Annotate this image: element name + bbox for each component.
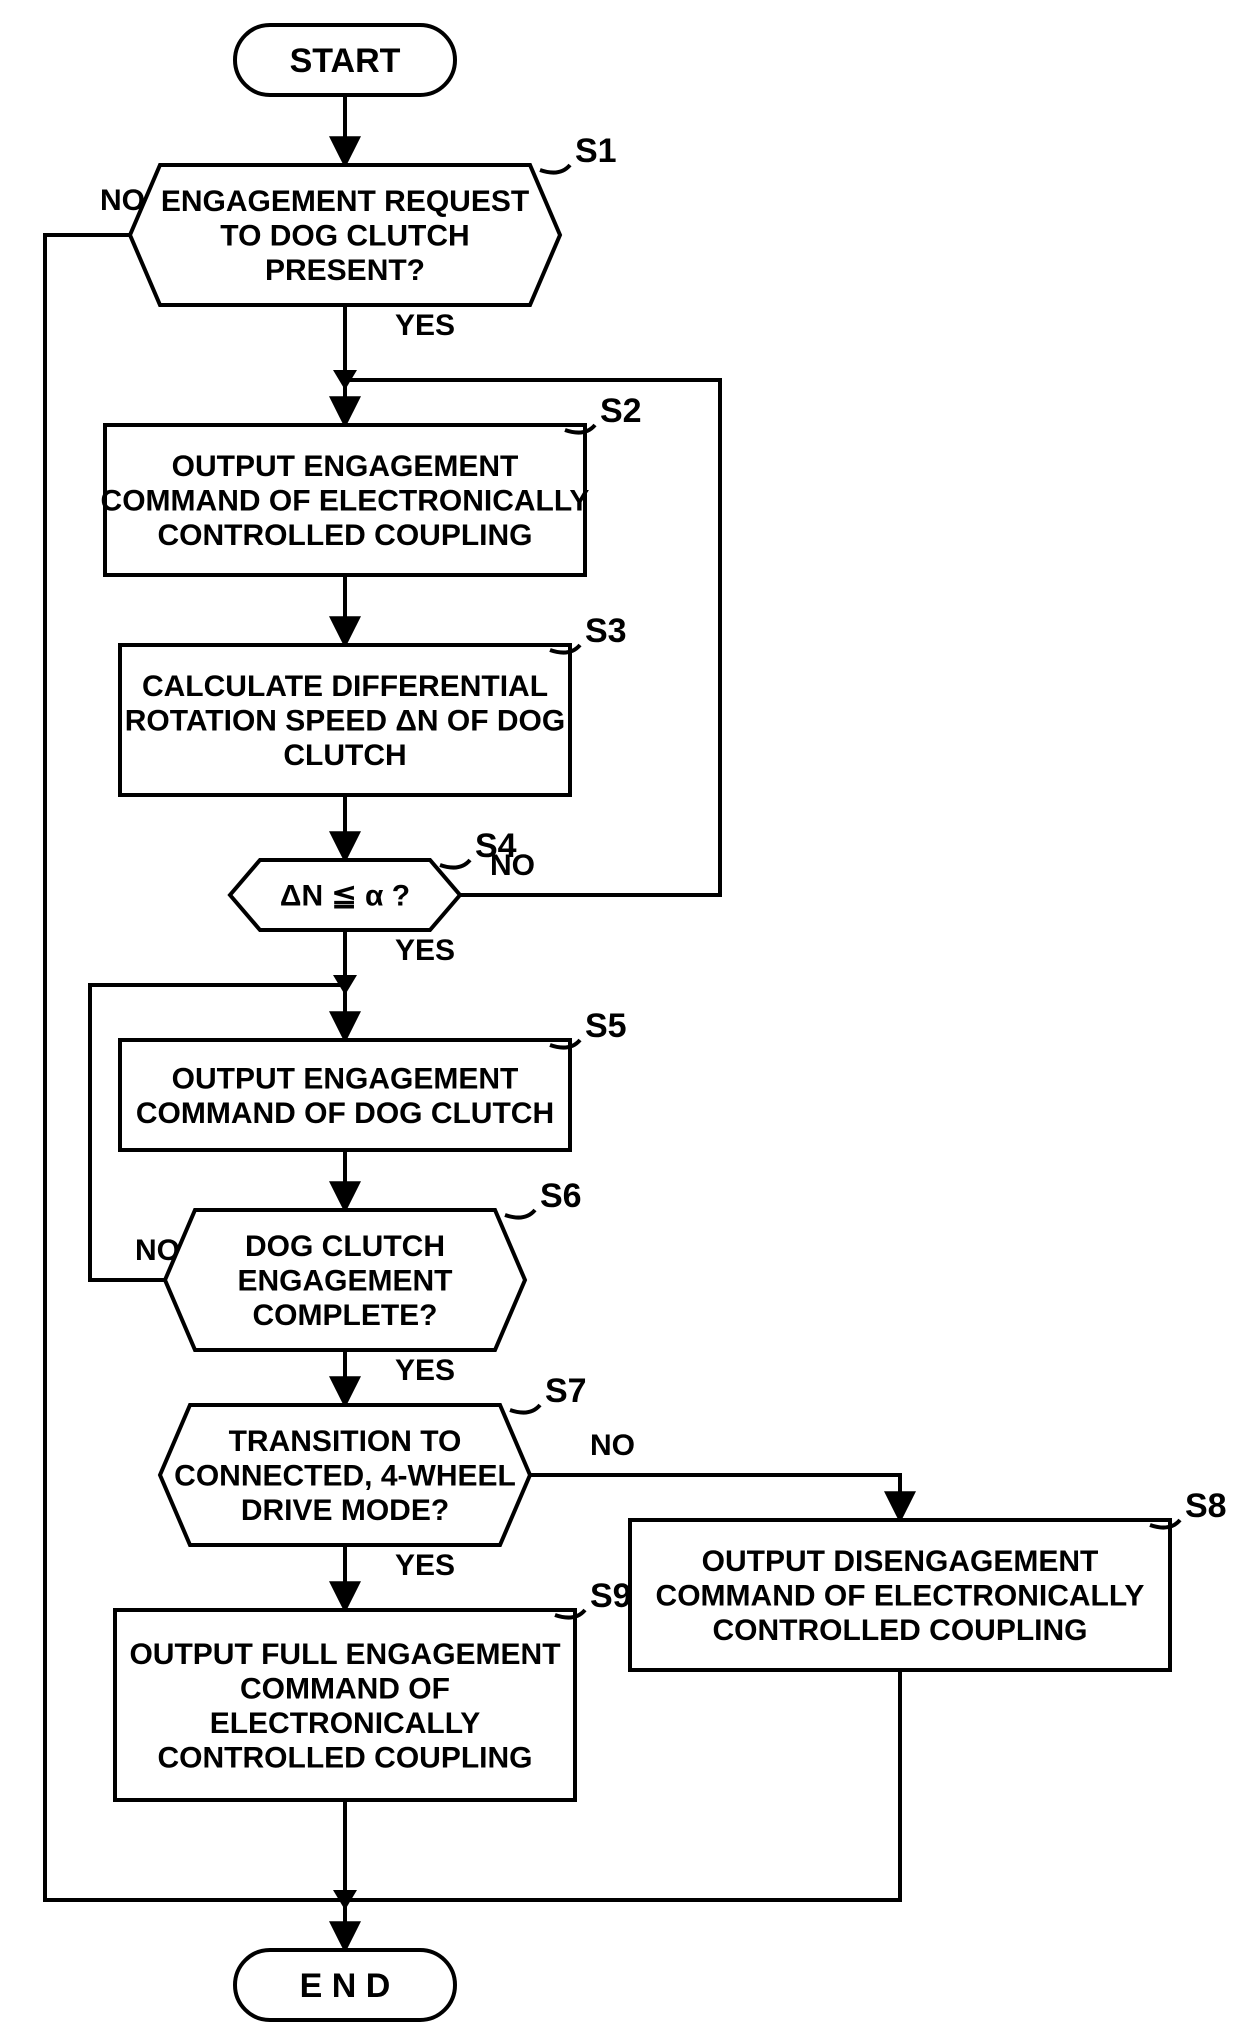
node-s1: ENGAGEMENT REQUESTTO DOG CLUTCHPRESENT? S… bbox=[130, 132, 617, 305]
step-label: S6 bbox=[540, 1177, 582, 1215]
node-text-line: COMMAND OF bbox=[240, 1672, 450, 1705]
node-text-line: OUTPUT DISENGAGEMENT bbox=[702, 1545, 1099, 1578]
node-text-line: ROTATION SPEED ΔN OF DOG bbox=[125, 705, 565, 738]
node-text-line: PRESENT? bbox=[265, 254, 425, 287]
edge-label: YES bbox=[395, 934, 455, 967]
step-label: S9 bbox=[590, 1577, 632, 1615]
step-label: S3 bbox=[585, 612, 627, 650]
node-text-line: CONTROLLED COUPLING bbox=[158, 519, 533, 552]
node-text-line: OUTPUT ENGAGEMENT bbox=[172, 1062, 519, 1095]
node-s7: TRANSITION TOCONNECTED, 4-WHEELDRIVE MOD… bbox=[160, 1372, 587, 1545]
nodes-group: START ENGAGEMENT REQUESTTO DOG CLUTCHPRES… bbox=[101, 25, 1227, 2020]
edge-label: NO bbox=[590, 1429, 635, 1462]
node-text-line: E N D bbox=[300, 1967, 391, 2005]
node-text-line: DOG CLUTCH bbox=[245, 1230, 445, 1263]
node-text-line: COMPLETE? bbox=[253, 1299, 438, 1332]
edge-label: YES bbox=[395, 1354, 455, 1387]
node-text-line: CLUTCH bbox=[283, 739, 406, 772]
node-start: START bbox=[235, 25, 455, 95]
node-s6: DOG CLUTCHENGAGEMENTCOMPLETE? S6 bbox=[165, 1177, 582, 1350]
step-leader bbox=[510, 1405, 540, 1413]
node-s3: CALCULATE DIFFERENTIALROTATION SPEED ΔN … bbox=[120, 612, 627, 795]
node-s2: OUTPUT ENGAGEMENTCOMMAND OF ELECTRONICAL… bbox=[101, 392, 642, 575]
step-label: S2 bbox=[600, 392, 642, 430]
step-leader bbox=[440, 860, 470, 868]
node-text-line: COMMAND OF ELECTRONICALLY bbox=[101, 485, 590, 518]
step-label: S1 bbox=[575, 132, 617, 170]
node-text-line: CONTROLLED COUPLING bbox=[713, 1614, 1088, 1647]
node-text-line: TO DOG CLUTCH bbox=[220, 220, 469, 253]
node-s9: OUTPUT FULL ENGAGEMENTCOMMAND OFELECTRON… bbox=[115, 1577, 632, 1800]
step-label: S8 bbox=[1185, 1487, 1227, 1525]
node-text-line: DRIVE MODE? bbox=[241, 1494, 449, 1527]
node-end: E N D bbox=[235, 1950, 455, 2020]
node-s4: ΔN ≦ α ? S4 bbox=[230, 827, 517, 930]
node-text-line: ΔN ≦ α ? bbox=[280, 880, 410, 913]
node-text-line: COMMAND OF DOG CLUTCH bbox=[136, 1097, 554, 1130]
node-text-line: TRANSITION TO bbox=[229, 1425, 462, 1458]
node-text-line: ELECTRONICALLY bbox=[210, 1707, 481, 1740]
node-text-line: START bbox=[290, 42, 401, 80]
edge-label: YES bbox=[395, 309, 455, 342]
node-text-line: OUTPUT FULL ENGAGEMENT bbox=[129, 1638, 560, 1671]
edge-label: YES bbox=[395, 1549, 455, 1582]
node-text-line: CONTROLLED COUPLING bbox=[158, 1741, 533, 1774]
step-label: S4 bbox=[475, 827, 517, 865]
node-text-line: ENGAGEMENT bbox=[237, 1265, 452, 1298]
node-text-line: ENGAGEMENT REQUEST bbox=[161, 185, 529, 218]
flow-edge bbox=[530, 1475, 900, 1520]
node-text-line: CALCULATE DIFFERENTIAL bbox=[142, 670, 548, 703]
node-text-line: COMMAND OF ELECTRONICALLY bbox=[656, 1580, 1145, 1613]
flowchart-canvas: YESYESYESYESNONONONOSTARTENGAGEMENT REQU… bbox=[0, 0, 1240, 2038]
step-label: S7 bbox=[545, 1372, 587, 1410]
step-leader bbox=[505, 1210, 535, 1218]
node-s8: OUTPUT DISENGAGEMENTCOMMAND OF ELECTRONI… bbox=[630, 1487, 1227, 1670]
step-leader bbox=[540, 165, 570, 173]
node-s5: OUTPUT ENGAGEMENTCOMMAND OF DOG CLUTCH S5 bbox=[120, 1007, 627, 1150]
step-label: S5 bbox=[585, 1007, 627, 1045]
node-text-line: CONNECTED, 4-WHEEL bbox=[174, 1460, 516, 1493]
node-text-line: OUTPUT ENGAGEMENT bbox=[172, 450, 519, 483]
